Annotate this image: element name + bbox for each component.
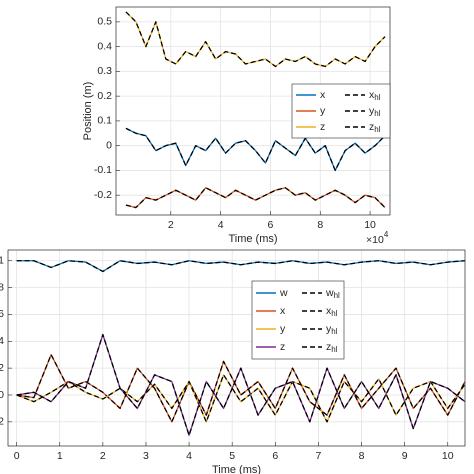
legend-name: x	[280, 305, 286, 317]
legend-label: y	[280, 323, 286, 335]
y-tick-label: 0	[0, 389, 4, 401]
legend-label: xhl	[369, 89, 381, 102]
y-tick-label: 0.5	[97, 16, 112, 28]
y-tick-label: 0.6	[0, 308, 4, 320]
legend-name: z	[369, 121, 374, 133]
y-tick-label: -0.1	[94, 164, 112, 176]
legend-name: w	[325, 287, 334, 299]
x-tick-label: 6	[272, 450, 278, 462]
series-line	[16, 354, 466, 423]
y-tick-label: -0.2	[0, 416, 4, 428]
x-tick-label: 4	[218, 219, 224, 231]
legend-box	[251, 280, 345, 360]
legend-name: y	[326, 323, 332, 335]
plot-area	[8, 250, 465, 446]
legend-label: y	[320, 105, 326, 117]
x-tick-label: 8	[317, 219, 323, 231]
x-exponent-base: ×10	[366, 234, 384, 246]
legend-label: whl	[325, 287, 340, 300]
y-tick-label: 0.4	[97, 40, 112, 52]
legend-name: y	[320, 105, 326, 117]
x-tick-label: 7	[315, 450, 321, 462]
legend-label: zhl	[369, 121, 381, 134]
legend-name: z	[326, 341, 331, 353]
x-tick-label: 9	[402, 450, 408, 462]
legend-box	[291, 83, 391, 139]
y-tick-label: 0.2	[97, 90, 112, 102]
y-tick-label: 0.8	[0, 281, 4, 293]
legend-name: w	[279, 287, 288, 299]
legend-label: xhl	[326, 305, 338, 318]
legend-name: x	[320, 89, 326, 101]
y-tick-label: 0.1	[97, 115, 112, 127]
legend-label: x	[320, 89, 326, 101]
series-line	[125, 187, 386, 209]
series-line	[16, 333, 466, 436]
legend-name: z	[320, 121, 325, 133]
x-tick-label: 0	[14, 450, 20, 462]
legend-label: z	[320, 121, 325, 133]
x-tick-label: 4	[186, 450, 192, 462]
legend-subscript: hl	[331, 327, 337, 336]
y-tick-label: -0.2	[94, 189, 112, 201]
legend-subscript: hl	[334, 291, 340, 300]
axes-frame	[7, 249, 466, 447]
legend-label: yhl	[369, 105, 381, 118]
legend-subscript: hl	[331, 309, 337, 318]
x-tick-label: 5	[229, 450, 235, 462]
series-line	[125, 127, 386, 172]
legend-subscript: hl	[374, 109, 380, 118]
y-tick-label: 0.2	[0, 362, 4, 374]
y-tick-label: 0.4	[0, 335, 4, 347]
legend-label: yhl	[326, 323, 338, 336]
legend-label: z	[280, 341, 285, 353]
y-tick-label: 0.3	[97, 65, 112, 77]
x-exponent-power: 4	[384, 230, 389, 239]
legend-subscript: hl	[374, 93, 380, 102]
legend-name: y	[280, 323, 286, 335]
x-tick-label: 2	[168, 219, 174, 231]
legend-name: z	[280, 341, 285, 353]
x-tick-label: 2	[100, 450, 106, 462]
x-axis-label: Time (ms)	[228, 233, 277, 245]
series-line	[125, 11, 386, 68]
y-tick-label: 1	[0, 255, 4, 267]
y-axis-label: Position (m)	[82, 82, 94, 141]
legend-name: x	[369, 89, 375, 101]
legend-label: x	[280, 305, 286, 317]
x-tick-label: 1	[57, 450, 63, 462]
legend-name: x	[326, 305, 332, 317]
series-line	[16, 374, 466, 423]
legend-label: w	[279, 287, 288, 299]
x-axis-label: Time (ms)	[212, 464, 261, 474]
x-tick-label: 3	[143, 450, 149, 462]
legend-subscript: hl	[374, 125, 380, 134]
x-tick-label: 10	[364, 219, 376, 231]
legend-label: zhl	[326, 341, 338, 354]
x-tick-label: 8	[359, 450, 365, 462]
x-tick-label: 10	[442, 450, 454, 462]
legend-subscript: hl	[331, 345, 337, 354]
legend-name: y	[369, 105, 375, 117]
y-tick-label: 0	[106, 139, 112, 151]
x-tick-label: 6	[268, 219, 274, 231]
series-line	[16, 260, 466, 273]
x-exponent: ×104	[366, 230, 389, 246]
